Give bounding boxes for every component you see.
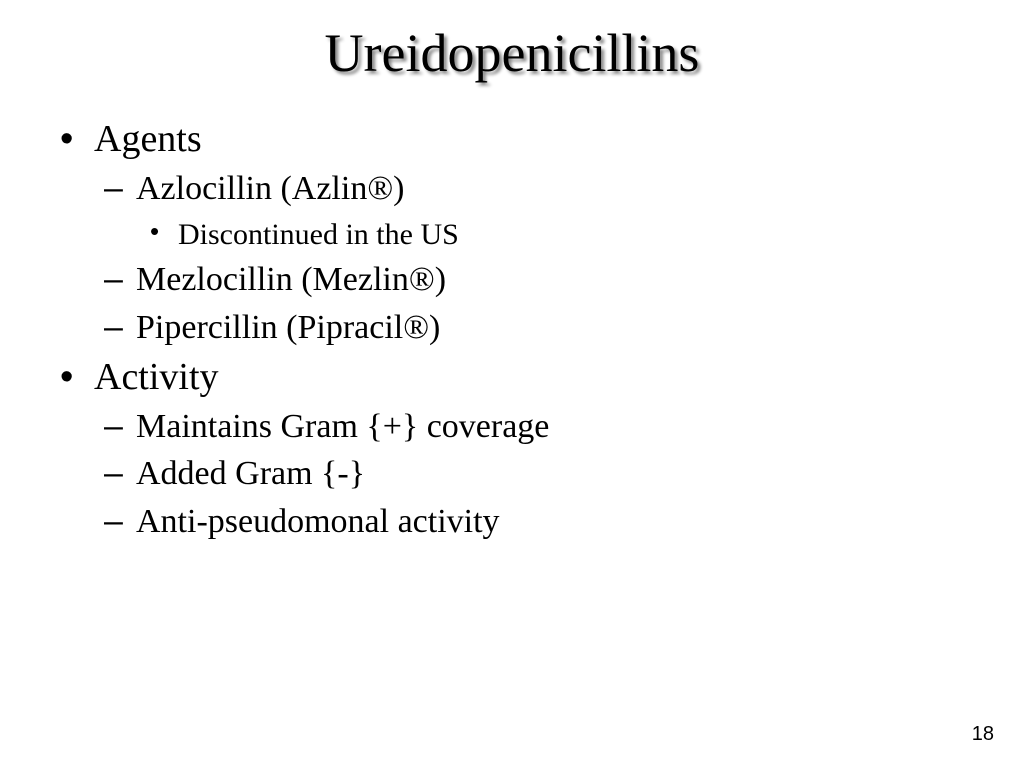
bullet-list-lvl3: Discontinued in the US bbox=[136, 213, 974, 257]
list-item: Added Gram {-} bbox=[94, 450, 974, 498]
bullet-list-lvl2: Maintains Gram {+} coverage Added Gram {… bbox=[94, 403, 974, 546]
bullet-list-lvl1: Agents Azlocillin (Azlin®) Discontinued … bbox=[50, 114, 974, 546]
list-item: Discontinued in the US bbox=[136, 213, 974, 257]
item-label: Pipercillin (Pipracil®) bbox=[136, 309, 440, 346]
list-item: Pipercillin (Pipracil®) bbox=[94, 304, 974, 352]
item-label: Added Gram {-} bbox=[136, 455, 365, 492]
list-item: Anti-pseudomonal activity bbox=[94, 498, 974, 546]
item-label: Mezlocillin (Mezlin®) bbox=[136, 261, 446, 298]
list-item: Maintains Gram {+} coverage bbox=[94, 403, 974, 451]
item-label: Azlocillin (Azlin®) bbox=[136, 170, 404, 207]
list-item: Mezlocillin (Mezlin®) bbox=[94, 256, 974, 304]
bullet-list-lvl2: Azlocillin (Azlin®) Discontinued in the … bbox=[94, 165, 974, 351]
item-label: Agents bbox=[94, 118, 202, 160]
list-item: Agents Azlocillin (Azlin®) Discontinued … bbox=[50, 114, 974, 352]
item-label: Maintains Gram {+} coverage bbox=[136, 408, 549, 445]
item-label: Anti-pseudomonal activity bbox=[136, 503, 500, 540]
list-item: Activity Maintains Gram {+} coverage Add… bbox=[50, 352, 974, 546]
item-label: Discontinued in the US bbox=[178, 218, 459, 251]
item-label: Activity bbox=[94, 356, 219, 398]
page-number: 18 bbox=[972, 723, 994, 746]
slide-title: Ureidopenicillins bbox=[0, 0, 1024, 84]
slide-content: Agents Azlocillin (Azlin®) Discontinued … bbox=[0, 84, 1024, 546]
list-item: Azlocillin (Azlin®) Discontinued in the … bbox=[94, 165, 974, 256]
